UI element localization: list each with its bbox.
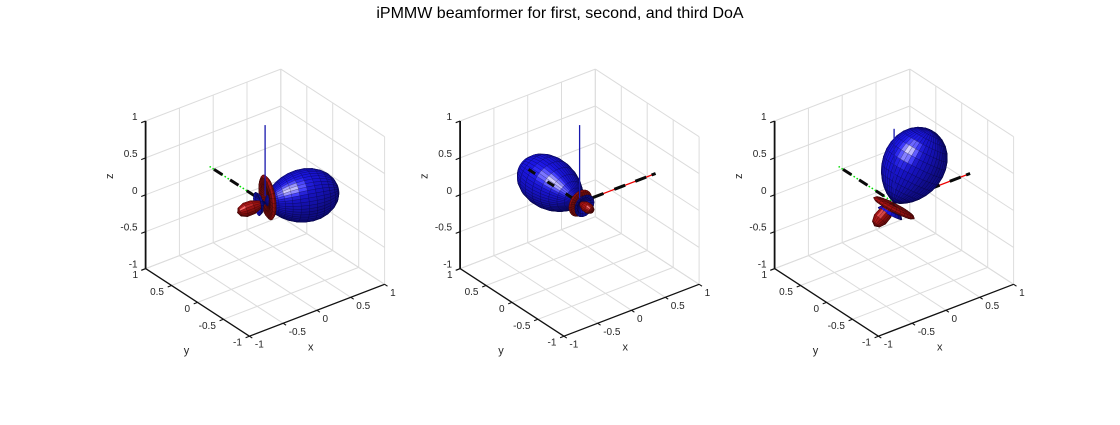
svg-text:-0.5: -0.5 bbox=[603, 327, 621, 338]
svg-text:0: 0 bbox=[761, 186, 767, 197]
svg-text:-1: -1 bbox=[862, 338, 871, 349]
svg-text:1: 1 bbox=[762, 270, 768, 281]
svg-text:-1: -1 bbox=[547, 338, 556, 349]
svg-text:0.5: 0.5 bbox=[356, 301, 370, 312]
svg-text:x: x bbox=[308, 341, 314, 353]
svg-text:1: 1 bbox=[390, 288, 396, 299]
svg-text:z: z bbox=[733, 174, 745, 180]
svg-text:-0.5: -0.5 bbox=[828, 321, 846, 332]
svg-text:1: 1 bbox=[705, 288, 711, 299]
svg-text:0: 0 bbox=[132, 186, 138, 197]
svg-text:1: 1 bbox=[133, 270, 139, 281]
svg-text:y: y bbox=[498, 345, 504, 357]
svg-text:-0.5: -0.5 bbox=[918, 327, 936, 338]
svg-text:-0.5: -0.5 bbox=[289, 327, 307, 338]
svg-text:-1: -1 bbox=[443, 260, 452, 271]
svg-text:z: z bbox=[104, 174, 116, 180]
svg-text:1: 1 bbox=[447, 270, 453, 281]
svg-text:0.5: 0.5 bbox=[124, 149, 138, 160]
svg-text:0: 0 bbox=[447, 186, 453, 197]
svg-text:x: x bbox=[937, 341, 943, 353]
svg-text:-0.5: -0.5 bbox=[199, 321, 217, 332]
svg-text:-0.5: -0.5 bbox=[435, 223, 453, 234]
svg-text:z: z bbox=[419, 174, 431, 180]
svg-text:0.5: 0.5 bbox=[671, 301, 685, 312]
svg-text:0: 0 bbox=[323, 314, 329, 325]
svg-text:iPMMW beamformer for first, se: iPMMW beamformer for first, second, and … bbox=[376, 5, 744, 22]
svg-text:-1: -1 bbox=[129, 260, 138, 271]
svg-text:-1: -1 bbox=[884, 340, 893, 351]
svg-text:x: x bbox=[623, 341, 629, 353]
svg-text:0: 0 bbox=[184, 304, 190, 315]
svg-text:1: 1 bbox=[447, 112, 453, 123]
svg-text:-0.5: -0.5 bbox=[513, 321, 531, 332]
svg-text:0.5: 0.5 bbox=[465, 287, 479, 298]
svg-text:-1: -1 bbox=[255, 340, 264, 351]
svg-text:y: y bbox=[813, 345, 819, 357]
svg-text:1: 1 bbox=[132, 112, 138, 123]
svg-text:0.5: 0.5 bbox=[779, 287, 793, 298]
svg-text:-0.5: -0.5 bbox=[120, 223, 138, 234]
svg-text:-1: -1 bbox=[233, 338, 242, 349]
svg-text:1: 1 bbox=[761, 112, 767, 123]
svg-text:0: 0 bbox=[637, 314, 643, 325]
svg-text:0.5: 0.5 bbox=[985, 301, 999, 312]
svg-text:0: 0 bbox=[499, 304, 505, 315]
svg-text:y: y bbox=[184, 345, 190, 357]
svg-text:0.5: 0.5 bbox=[438, 149, 452, 160]
svg-text:0: 0 bbox=[952, 314, 958, 325]
svg-text:-1: -1 bbox=[569, 340, 578, 351]
svg-text:0.5: 0.5 bbox=[150, 287, 164, 298]
svg-text:0.5: 0.5 bbox=[753, 149, 767, 160]
svg-text:-1: -1 bbox=[758, 260, 767, 271]
svg-text:0: 0 bbox=[813, 304, 819, 315]
svg-text:-0.5: -0.5 bbox=[749, 223, 767, 234]
svg-text:1: 1 bbox=[1019, 288, 1025, 299]
